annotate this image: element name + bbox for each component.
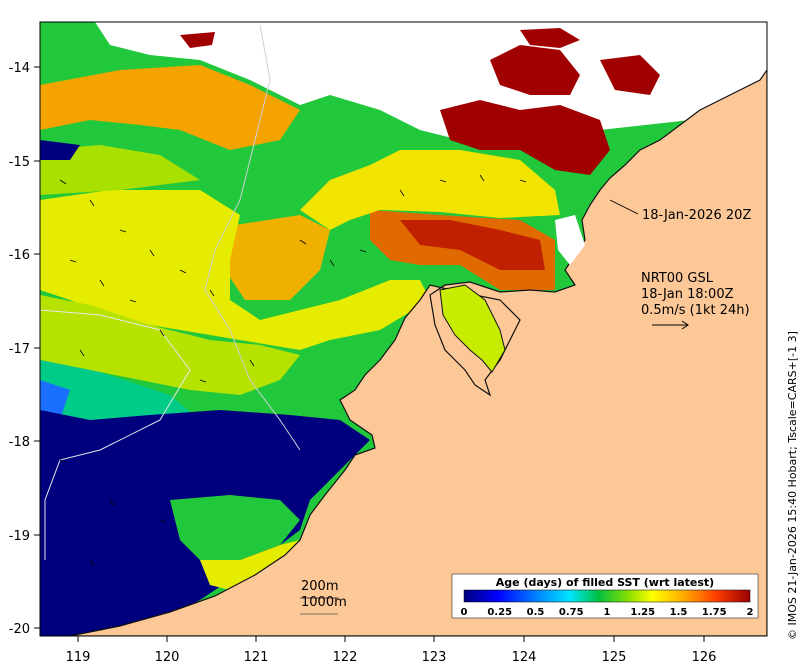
sst-age-2day-region bbox=[490, 45, 580, 95]
colorbar-tick-label: 0.75 bbox=[559, 607, 584, 618]
x-tick-label: 123 bbox=[422, 650, 447, 665]
cloud-region bbox=[95, 22, 767, 150]
map-plot-area bbox=[40, 22, 767, 636]
y-tick-label: -15 bbox=[9, 155, 30, 170]
sst-age-0day-region bbox=[40, 140, 80, 160]
current-vectors bbox=[59, 174, 527, 567]
x-tick-label: 124 bbox=[512, 650, 537, 665]
cloud-region bbox=[555, 215, 585, 265]
colorbar-tick-label: 1 bbox=[604, 607, 611, 618]
contour-1000m-label: 1000m bbox=[301, 595, 347, 610]
credit-text: © IMOS 21-Jan-2026 15:40 Hobart; Tscale=… bbox=[786, 331, 799, 640]
x-tick-label: 122 bbox=[333, 650, 358, 665]
contour-200m-label: 200m bbox=[301, 579, 338, 594]
model-time-label: 18-Jan 18:00Z bbox=[641, 287, 734, 302]
colorbar-tick-label: 2 bbox=[747, 607, 754, 618]
sst-age-1.1day-region bbox=[40, 145, 200, 195]
x-tick-label: 121 bbox=[244, 650, 269, 665]
sst-age-1day-region bbox=[170, 495, 300, 560]
sst-age-1.3day-region bbox=[200, 540, 300, 590]
model-scale-label: 0.5m/s (1kt 24h) bbox=[641, 303, 750, 318]
y-tick-label: -14 bbox=[9, 61, 30, 76]
colorbar: Age (days) of filled SST (wrt latest) 0 0… bbox=[451, 573, 759, 619]
colorbar-tick-label: 1.5 bbox=[670, 607, 688, 618]
colorbar-title: Age (days) of filled SST (wrt latest) bbox=[496, 576, 714, 589]
pass-time-pointer bbox=[609, 199, 639, 215]
sst-age-2day-region bbox=[600, 55, 660, 95]
colorbar-tick-label: 0.25 bbox=[487, 607, 512, 618]
sst-age-2day-region bbox=[520, 28, 580, 48]
x-axis: 119 120 121 122 123 124 125 126 bbox=[66, 636, 717, 665]
pass-time-label: 18-Jan-2026 20Z bbox=[642, 208, 751, 223]
sst-age-1.5day-region bbox=[225, 215, 330, 300]
sst-age-1.3day-region bbox=[40, 190, 430, 350]
y-tick-label: -17 bbox=[9, 342, 30, 357]
x-tick-label: 125 bbox=[602, 650, 627, 665]
model-name-label: NRT00 GSL bbox=[641, 271, 714, 286]
y-tick-label: -16 bbox=[9, 248, 30, 263]
contour-200m bbox=[204, 24, 301, 451]
contour-1000m bbox=[40, 309, 191, 560]
sst-age-1.5day-region bbox=[40, 65, 300, 150]
sst-age-2day-region bbox=[440, 100, 610, 175]
colorbar-tick-label: 0 bbox=[461, 607, 468, 618]
x-tick-label: 126 bbox=[692, 650, 717, 665]
y-tick-label: -18 bbox=[9, 435, 30, 450]
sst-age-1.1day-region bbox=[40, 295, 300, 395]
x-tick-label: 119 bbox=[66, 650, 91, 665]
sst-age-2day-region bbox=[180, 32, 215, 48]
plot-frame bbox=[39, 21, 768, 637]
sst-age-0.5day-region bbox=[40, 380, 70, 420]
colorbar-tick-label: 0.5 bbox=[527, 607, 545, 618]
sst-age-1.75day-region bbox=[400, 220, 545, 270]
colorbar-tick-label: 1.75 bbox=[702, 607, 727, 618]
y-tick-label: -19 bbox=[9, 529, 30, 544]
sst-age-1.1day-region bbox=[439, 284, 506, 373]
colorbar-tick-label: 1.25 bbox=[630, 607, 655, 618]
sst-age-1.3day-region bbox=[300, 150, 560, 230]
x-tick-label: 120 bbox=[155, 650, 180, 665]
colorbar-gradient bbox=[463, 589, 751, 603]
y-tick-label: -20 bbox=[9, 622, 30, 637]
y-axis: -14 -15 -16 -17 -18 -19 -20 bbox=[9, 61, 40, 637]
reference-velocity-arrow bbox=[652, 320, 689, 330]
